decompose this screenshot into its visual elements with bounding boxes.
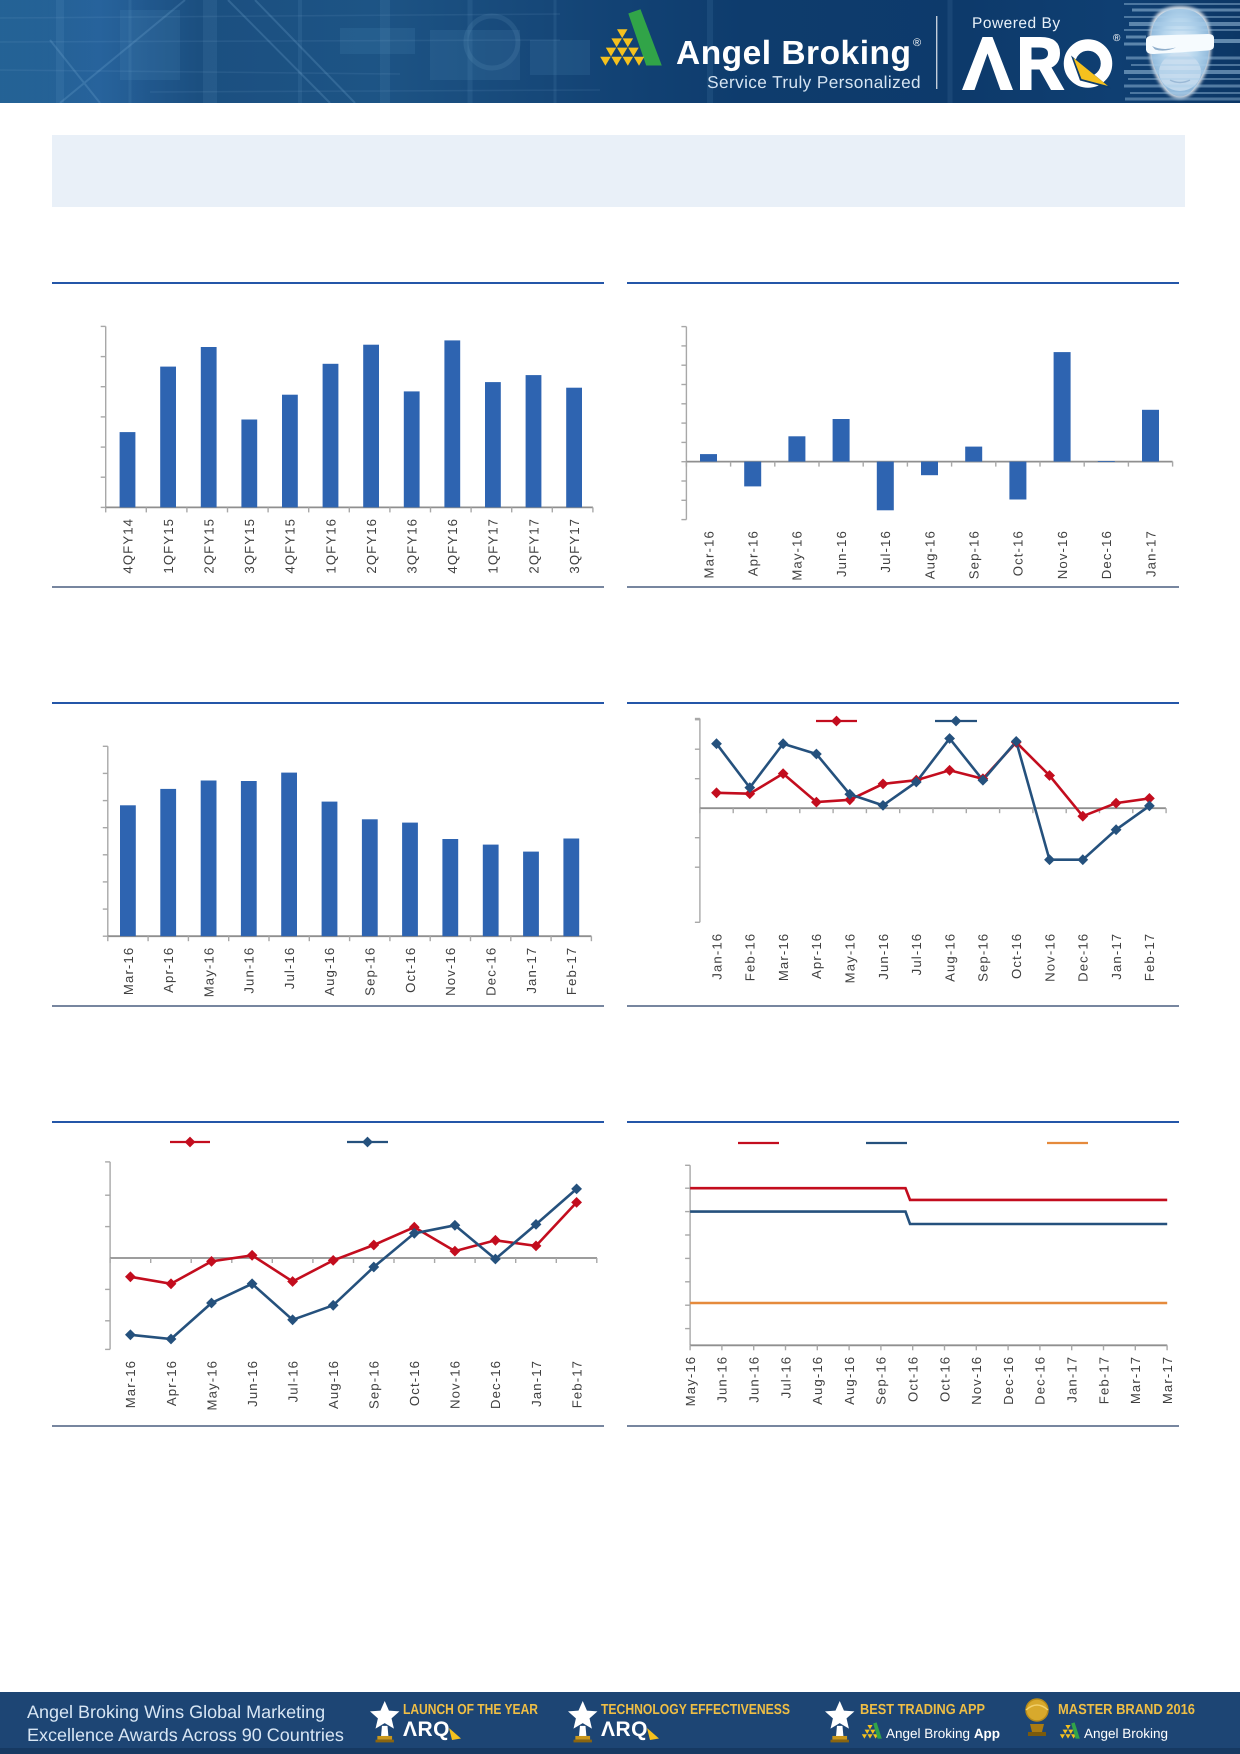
svg-text:Jun-16: Jun-16 xyxy=(834,530,849,577)
svg-text:Mar-16: Mar-16 xyxy=(701,530,716,578)
svg-text:Feb-17: Feb-17 xyxy=(1142,933,1157,981)
svg-text:®: ® xyxy=(913,37,921,49)
svg-text:2QFY17: 2QFY17 xyxy=(526,518,541,574)
svg-text:Nov-16: Nov-16 xyxy=(1055,530,1070,579)
svg-text:Apr-16: Apr-16 xyxy=(809,933,824,979)
svg-text:3QFY17: 3QFY17 xyxy=(567,518,582,574)
svg-text:Nov-16: Nov-16 xyxy=(969,1356,984,1405)
svg-text:Mar-16: Mar-16 xyxy=(776,933,791,981)
svg-text:Apr-16: Apr-16 xyxy=(161,947,176,993)
svg-text:Oct-16: Oct-16 xyxy=(906,1356,921,1402)
svg-text:LAUNCH OF THE YEAR: LAUNCH OF THE YEAR xyxy=(403,1702,538,1718)
svg-text:MASTER BRAND 2016: MASTER BRAND 2016 xyxy=(1058,1702,1195,1718)
svg-text:Dec-16: Dec-16 xyxy=(1033,1356,1048,1405)
svg-text:Aug-16: Aug-16 xyxy=(810,1356,825,1405)
svg-text:2QFY16: 2QFY16 xyxy=(364,518,379,574)
svg-text:ΛRQ: ΛRQ xyxy=(403,1718,450,1741)
svg-text:Angel Broking Wins Global Mark: Angel Broking Wins Global Marketing xyxy=(27,1702,325,1722)
svg-text:BEST TRADING APP: BEST TRADING APP xyxy=(860,1702,985,1718)
svg-text:Nov-16: Nov-16 xyxy=(443,947,458,996)
svg-text:Service Truly Personalized: Service Truly Personalized xyxy=(707,72,921,92)
svg-text:May-16: May-16 xyxy=(204,1360,219,1411)
svg-text:1QFY15: 1QFY15 xyxy=(161,518,176,574)
svg-text:2QFY15: 2QFY15 xyxy=(202,518,217,574)
svg-text:Aug-16: Aug-16 xyxy=(922,530,937,579)
svg-text:Mar-17: Mar-17 xyxy=(1160,1356,1175,1404)
svg-text:Mar-17: Mar-17 xyxy=(1128,1356,1143,1404)
svg-text:Jul-16: Jul-16 xyxy=(778,1356,793,1399)
svg-text:Nov-16: Nov-16 xyxy=(448,1360,463,1409)
svg-text:Jun-16: Jun-16 xyxy=(242,947,257,994)
svg-text:Mar-16: Mar-16 xyxy=(123,1360,138,1408)
svg-text:Jan-17: Jan-17 xyxy=(524,947,539,994)
svg-text:Sep-16: Sep-16 xyxy=(874,1356,889,1405)
svg-text:Aug-16: Aug-16 xyxy=(326,1360,341,1409)
svg-text:Jun-16: Jun-16 xyxy=(715,1356,730,1403)
svg-text:Jun-16: Jun-16 xyxy=(245,1360,260,1407)
svg-text:®: ® xyxy=(1113,33,1121,44)
svg-text:Oct-16: Oct-16 xyxy=(1009,933,1024,979)
svg-text:Dec-16: Dec-16 xyxy=(1001,1356,1016,1405)
svg-text:1QFY17: 1QFY17 xyxy=(486,518,501,574)
svg-text:Jul-16: Jul-16 xyxy=(285,1360,300,1403)
svg-text:Oct-16: Oct-16 xyxy=(403,947,418,993)
svg-text:Nov-16: Nov-16 xyxy=(1042,933,1057,982)
svg-text:Dec-16: Dec-16 xyxy=(1076,933,1091,982)
svg-text:Jan-17: Jan-17 xyxy=(1109,933,1124,980)
svg-text:Jan-17: Jan-17 xyxy=(1065,1356,1080,1403)
svg-text:Apr-16: Apr-16 xyxy=(746,530,761,576)
svg-text:Feb-16: Feb-16 xyxy=(743,933,758,981)
svg-text:Sep-16: Sep-16 xyxy=(976,933,991,982)
svg-text:Jun-16: Jun-16 xyxy=(876,933,891,980)
svg-text:Feb-17: Feb-17 xyxy=(1096,1356,1111,1404)
svg-text:Feb-17: Feb-17 xyxy=(564,947,579,995)
svg-text:1QFY16: 1QFY16 xyxy=(323,518,338,574)
svg-text:Jan-16: Jan-16 xyxy=(709,933,724,980)
svg-text:4QFY15: 4QFY15 xyxy=(283,518,298,574)
svg-text:Dec-16: Dec-16 xyxy=(483,947,498,996)
svg-text:Oct-16: Oct-16 xyxy=(407,1360,422,1406)
svg-text:Sep-16: Sep-16 xyxy=(363,947,378,996)
svg-text:Dec-16: Dec-16 xyxy=(1099,530,1114,579)
svg-text:Apr-16: Apr-16 xyxy=(164,1360,179,1406)
svg-text:4QFY14: 4QFY14 xyxy=(120,518,135,574)
svg-text:Angel Broking: Angel Broking xyxy=(1084,1726,1168,1741)
svg-text:Sep-16: Sep-16 xyxy=(367,1360,382,1409)
svg-text:Angel Broking App: Angel Broking App xyxy=(886,1726,1000,1741)
svg-text:May-16: May-16 xyxy=(683,1356,698,1407)
svg-text:Powered By: Powered By xyxy=(972,15,1061,32)
svg-text:Jul-16: Jul-16 xyxy=(282,947,297,990)
svg-text:Mar-16: Mar-16 xyxy=(121,947,136,995)
svg-text:Angel Broking: Angel Broking xyxy=(676,35,911,72)
svg-text:May-16: May-16 xyxy=(790,530,805,581)
svg-text:Aug-16: Aug-16 xyxy=(942,933,957,982)
svg-text:Excellence Awards Across 90 Co: Excellence Awards Across 90 Countries xyxy=(27,1725,344,1745)
svg-text:Jan-17: Jan-17 xyxy=(1143,530,1158,577)
svg-text:Aug-16: Aug-16 xyxy=(322,947,337,996)
svg-text:3QFY16: 3QFY16 xyxy=(405,518,420,574)
svg-text:Oct-16: Oct-16 xyxy=(937,1356,952,1402)
svg-text:May-16: May-16 xyxy=(843,933,858,984)
svg-text:Dec-16: Dec-16 xyxy=(488,1360,503,1409)
svg-text:Aug-16: Aug-16 xyxy=(842,1356,857,1405)
svg-text:Feb-17: Feb-17 xyxy=(569,1360,584,1408)
svg-text:ΛRQ: ΛRQ xyxy=(601,1718,648,1741)
svg-text:Sep-16: Sep-16 xyxy=(967,530,982,579)
svg-text:3QFY15: 3QFY15 xyxy=(242,518,257,574)
svg-text:Jan-17: Jan-17 xyxy=(529,1360,544,1407)
svg-text:Oct-16: Oct-16 xyxy=(1011,530,1026,576)
svg-text:Jul-16: Jul-16 xyxy=(909,933,924,976)
svg-text:4QFY16: 4QFY16 xyxy=(445,518,460,574)
svg-text:Jun-16: Jun-16 xyxy=(747,1356,762,1403)
svg-text:Jul-16: Jul-16 xyxy=(878,530,893,573)
svg-text:TECHNOLOGY EFFECTIVENESS: TECHNOLOGY EFFECTIVENESS xyxy=(601,1702,790,1718)
svg-text:May-16: May-16 xyxy=(201,947,216,998)
